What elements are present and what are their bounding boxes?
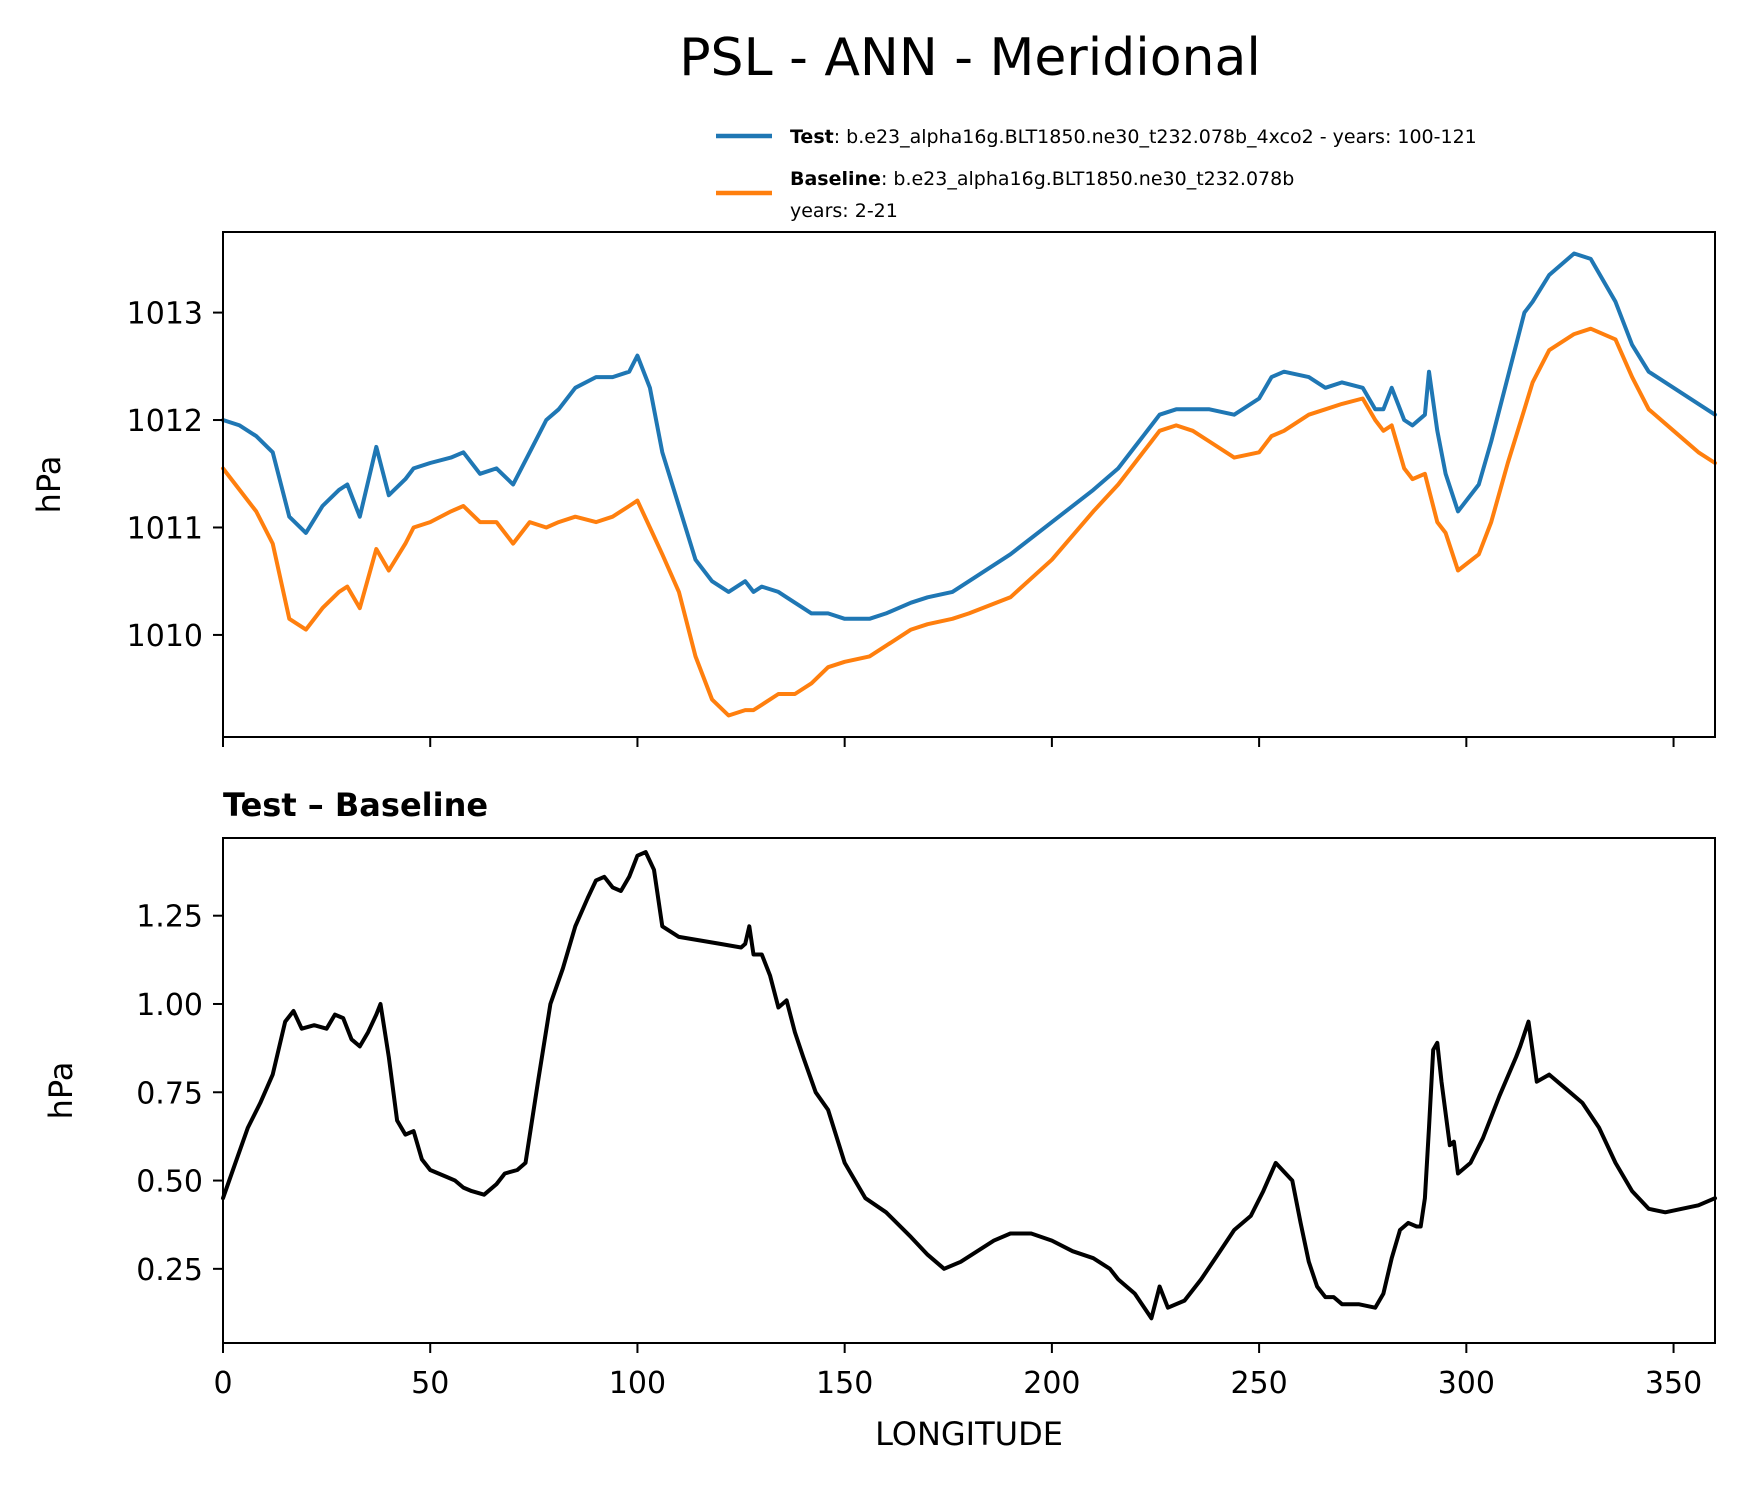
legend-baseline-years: years: 2-21 <box>790 200 898 222</box>
legend-test-text: : b.e23_alpha16g.BLT1850.ne30_t232.078b_… <box>834 126 1477 148</box>
y-axis-label: hPa <box>30 456 68 514</box>
series-line-difference <box>221 850 1717 1321</box>
y-tick-label: 1013 <box>127 297 203 332</box>
y-tick-label: 0.25 <box>136 1253 203 1288</box>
x-tick-label: 50 <box>411 1366 449 1401</box>
top-panel: 1010 1011 1012 1013 hPa <box>30 231 1717 747</box>
chart-title: PSL - ANN - Meridional <box>679 28 1261 88</box>
difference-panel: 0 50 100 150 200 250 300 350 0.25 0.50 0.75 1.00 1.2… <box>42 786 1717 1453</box>
plot-frame <box>222 231 1716 738</box>
x-tick-label: 0 <box>213 1366 232 1401</box>
y-axis-label: hPa <box>42 1062 80 1120</box>
y-tick-label: 1011 <box>127 511 203 546</box>
y-tick-label: 0.75 <box>136 1076 203 1111</box>
legend-test-entry: Test: b.e23_alpha16g.BLT1850.ne30_t232.0… <box>790 126 1477 148</box>
panel-title: Test – Baseline <box>223 786 488 824</box>
x-tick-label: 300 <box>1438 1366 1495 1401</box>
y-tick-label: 1012 <box>127 404 203 439</box>
x-tick-label: 250 <box>1230 1366 1287 1401</box>
legend-baseline-name: Baseline <box>790 168 881 190</box>
y-tick-label: 1010 <box>127 619 203 654</box>
x-tick-label: 150 <box>816 1366 873 1401</box>
legend-baseline-entry: Baseline: b.e23_alpha16g.BLT1850.ne30_t2… <box>790 168 1294 190</box>
plot-frame <box>222 837 1716 1344</box>
x-tick-label: 100 <box>609 1366 666 1401</box>
x-tick-label: 200 <box>1023 1366 1080 1401</box>
series-line-test <box>221 251 1717 621</box>
x-tick-label: 350 <box>1645 1366 1702 1401</box>
y-tick-label: 1.25 <box>136 900 203 935</box>
x-axis-label: LONGITUDE <box>875 1415 1063 1453</box>
legend: Test: b.e23_alpha16g.BLT1850.ne30_t232.0… <box>716 126 1477 222</box>
series-line-baseline <box>221 326 1717 718</box>
y-tick-label: 0.50 <box>136 1165 203 1200</box>
legend-test-name: Test <box>790 126 834 148</box>
legend-baseline-text: : b.e23_alpha16g.BLT1850.ne30_t232.078b <box>881 168 1294 190</box>
y-tick-label: 1.00 <box>136 988 203 1023</box>
